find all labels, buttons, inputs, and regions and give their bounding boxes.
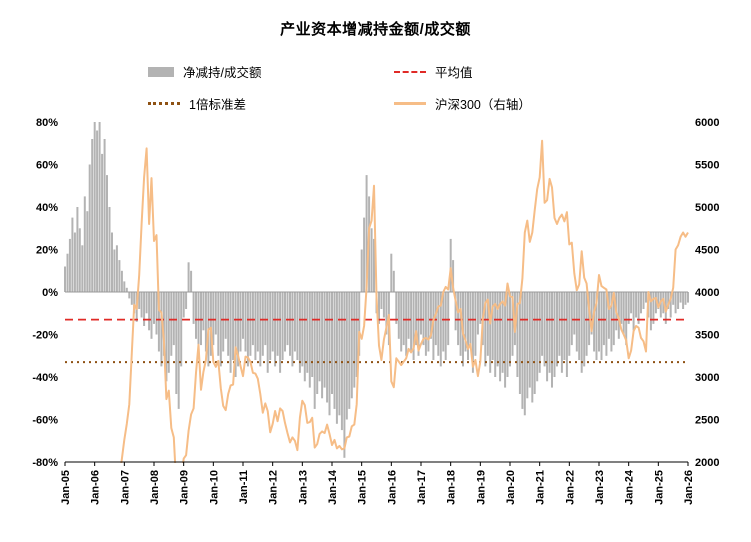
index-line-swatch-icon [394,102,426,105]
legend-label-mean: 平均值 [435,66,473,80]
std-line-swatch-icon [148,102,180,105]
legend-label-std: 1倍标准差 [189,98,246,112]
svg-text:Jan-05: Jan-05 [60,470,72,505]
svg-text:40%: 40% [36,202,58,214]
x-axis-labels: Jan-05 Jan-06 Jan-07 Jan-08 Jan-09 Jan-10 Jan-… [60,462,695,505]
svg-text:Jan-25: Jan-25 [653,470,665,505]
svg-text:3500: 3500 [695,330,719,342]
svg-text:Jan-11: Jan-11 [238,470,250,504]
legend-label-index: 沪深300（右轴） [435,98,531,112]
svg-text:Jan-16: Jan-16 [386,470,398,505]
svg-text:3000: 3000 [695,372,719,384]
svg-text:6000: 6000 [695,117,719,129]
svg-text:2500: 2500 [695,415,719,427]
legend-item-index: 沪深300（右轴） [394,94,531,113]
index-line [120,139,689,463]
svg-text:20%: 20% [36,245,58,257]
svg-text:5000: 5000 [695,202,719,214]
svg-text:5500: 5500 [695,160,719,172]
legend-label-net-reduction: 净减持/成交额 [183,66,262,80]
svg-text:-80%: -80% [32,457,58,469]
svg-text:-40%: -40% [32,372,58,384]
svg-text:80%: 80% [36,117,58,129]
legend-item-mean: 平均值 [394,62,531,81]
svg-text:Jan-19: Jan-19 [475,470,487,505]
svg-text:Jan-20: Jan-20 [505,470,517,505]
svg-text:4500: 4500 [695,245,719,257]
svg-text:Jan-14: Jan-14 [327,469,339,505]
svg-text:Jan-12: Jan-12 [268,470,280,505]
svg-text:Jan-26: Jan-26 [683,470,695,505]
mean-line-swatch-icon [394,70,426,73]
svg-text:-60%: -60% [32,415,58,427]
svg-text:0%: 0% [42,287,58,299]
svg-text:Jan-22: Jan-22 [564,470,576,505]
svg-text:Jan-09: Jan-09 [179,470,191,505]
svg-text:Jan-08: Jan-08 [149,470,161,505]
svg-text:Jan-07: Jan-07 [119,470,131,505]
legend-item-net-reduction: 净减持/成交额 [148,62,394,81]
svg-text:60%: 60% [36,160,58,172]
svg-text:Jan-06: Jan-06 [90,470,102,505]
svg-text:Jan-24: Jan-24 [624,469,636,505]
svg-text:2000: 2000 [695,457,719,469]
bar-swatch-icon [148,66,174,77]
left-axis-labels: 80% 60% 40% 20% 0% -20% -40% -60% -80% [32,117,58,469]
right-axis-labels: 6000 5500 5000 4500 4000 3500 3000 2500 2000 [695,117,719,469]
bars-net-reduction [64,122,689,458]
svg-text:Jan-10: Jan-10 [208,470,220,505]
svg-text:Jan-13: Jan-13 [297,470,309,505]
svg-text:-20%: -20% [32,330,58,342]
legend: 净减持/成交额 平均值 1倍标准差 沪深300（右轴） [148,62,531,113]
svg-text:Jan-23: Jan-23 [594,470,606,505]
svg-text:4000: 4000 [695,287,719,299]
svg-text:Jan-17: Jan-17 [416,470,428,505]
svg-text:Jan-21: Jan-21 [535,470,547,505]
legend-item-std: 1倍标准差 [148,94,394,113]
svg-text:Jan-18: Jan-18 [446,470,458,505]
chart-title: 产业资本增减持金额/成交额 [280,21,471,38]
svg-text:Jan-15: Jan-15 [357,470,369,505]
